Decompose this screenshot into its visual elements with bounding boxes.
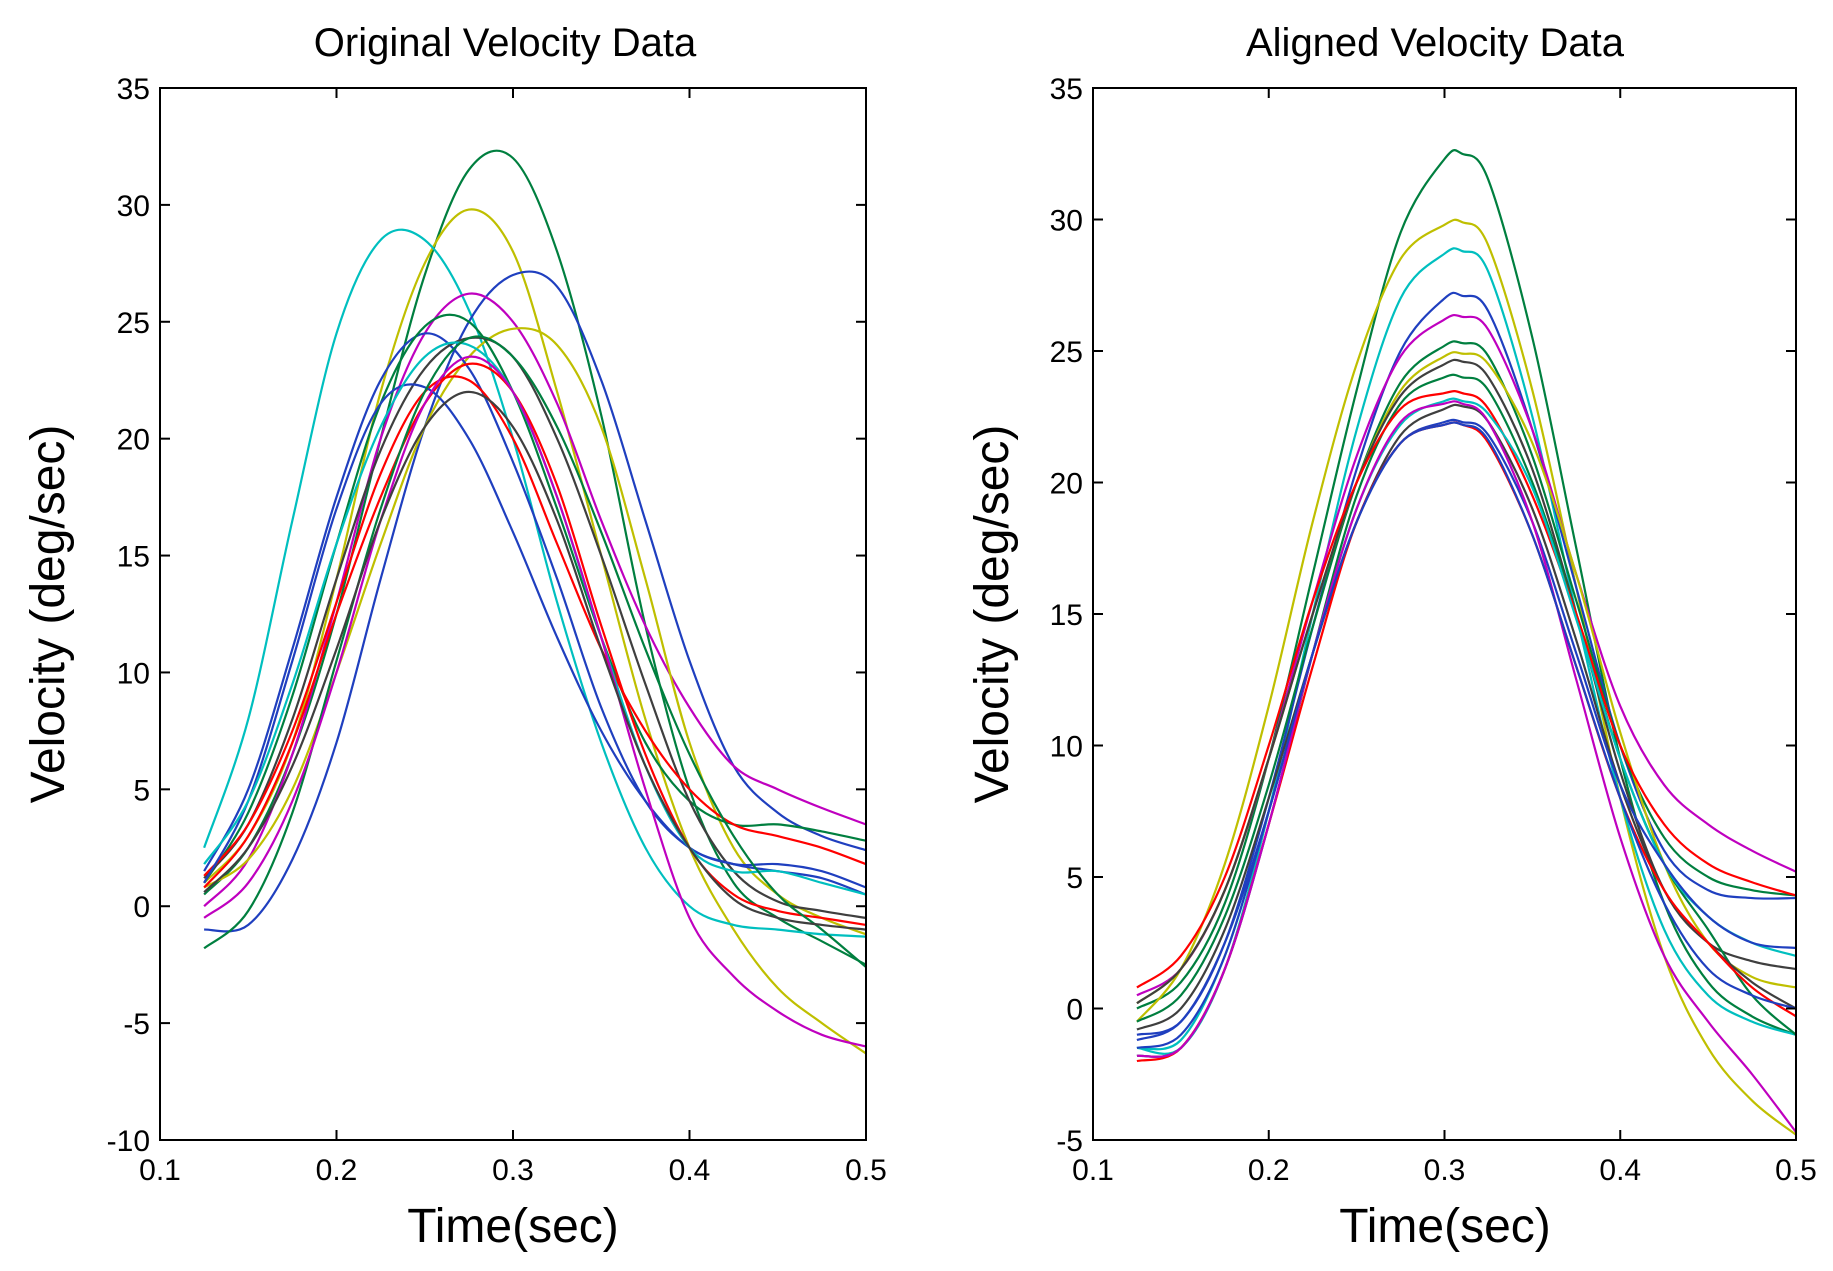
y-tick-label: -10 [107, 1125, 150, 1158]
series-lines [203, 149, 867, 1055]
x-tick-label: 0.1 [139, 1154, 181, 1187]
chart-title: Aligned Velocity Data [1246, 21, 1625, 65]
y-tick-label: 10 [117, 657, 150, 690]
series-line-red-2 [203, 362, 867, 927]
x-tick-label: 0.2 [316, 1154, 358, 1187]
series-line-blue-3 [1136, 421, 1797, 1050]
y-tick-label: 25 [1050, 336, 1083, 369]
series-lines [1136, 149, 1797, 1136]
y-tick-label: 5 [1066, 862, 1083, 895]
y-tick-label: 20 [1050, 468, 1083, 501]
series-line-purple-2 [1136, 400, 1797, 1133]
y-tick-label: 5 [133, 774, 150, 807]
x-tick-label: 0.4 [1599, 1154, 1641, 1187]
x-tick-label: 0.1 [1072, 1154, 1114, 1187]
y-tick-label: 15 [1050, 599, 1083, 632]
series-line-green-dark-2 [1136, 340, 1797, 1023]
y-axis-label: Velocity (deg/sec) [966, 425, 1019, 804]
chart-title: Original Velocity Data [314, 21, 697, 65]
series-line-olive-1 [203, 208, 867, 1055]
series-line-red-1 [1136, 390, 1797, 989]
y-tick-label: 30 [1050, 205, 1083, 238]
series-line-olive-2 [203, 327, 867, 936]
series-line-green-dark-2 [203, 313, 867, 884]
y-tick-label: 15 [117, 541, 150, 574]
axes-frame [159, 87, 867, 1141]
axis-ticks: 0.1 0.2 0.3 0.4 0.5 -10 -5 0 5 10 15 20 25 30 35 [107, 73, 887, 1187]
series-line-black-1 [203, 336, 867, 919]
chart-original-velocity: Original Velocity Data 0.1 0.2 0.3 0.4 0.5 -1… [22, 21, 887, 1253]
y-tick-label: 35 [1050, 73, 1083, 106]
y-tick-label: 0 [133, 891, 150, 924]
y-tick-label: 35 [117, 73, 150, 106]
series-line-purple-2 [203, 355, 867, 1048]
series-line-green-dark-3 [1136, 373, 1797, 1058]
x-tick-label: 0.3 [492, 1154, 534, 1187]
chart-aligned-velocity: Aligned Velocity Data 0.1 0.2 0.3 0.4 0.5-50… [966, 21, 1817, 1253]
y-tick-label: 30 [117, 190, 150, 223]
series-line-blue-2 [1136, 418, 1797, 1042]
y-tick-label: 25 [117, 307, 150, 340]
y-tick-label: -5 [123, 1008, 150, 1041]
axis-ticks: 0.1 0.2 0.3 0.4 0.5 -5 0 5 10 15 20 25 30 35 [1050, 73, 1817, 1187]
series-line-purple-1 [1136, 313, 1797, 997]
series-line-black-2 [203, 390, 867, 931]
y-tick-label: 20 [117, 424, 150, 457]
x-tick-label: 0.2 [1248, 1154, 1290, 1187]
y-tick-label: 10 [1050, 731, 1083, 764]
y-tick-label: -5 [1056, 1125, 1083, 1158]
series-line-red-1 [203, 375, 867, 877]
x-axis-label: Time(sec) [1339, 1200, 1551, 1253]
series-line-blue-3 [203, 383, 867, 896]
series-line-olive-1 [1136, 218, 1797, 1136]
y-axis-label: Velocity (deg/sec) [22, 425, 75, 804]
x-tick-label: 0.5 [1775, 1154, 1817, 1187]
x-tick-label: 0.3 [1424, 1154, 1466, 1187]
series-line-cyan-2 [1136, 397, 1797, 1051]
x-tick-label: 0.4 [669, 1154, 711, 1187]
x-tick-label: 0.5 [845, 1154, 887, 1187]
series-line-blue-1 [204, 270, 867, 933]
series-line-blue-1 [1136, 291, 1797, 1036]
x-axis-label: Time(sec) [407, 1200, 619, 1253]
y-tick-label: 0 [1066, 994, 1083, 1027]
